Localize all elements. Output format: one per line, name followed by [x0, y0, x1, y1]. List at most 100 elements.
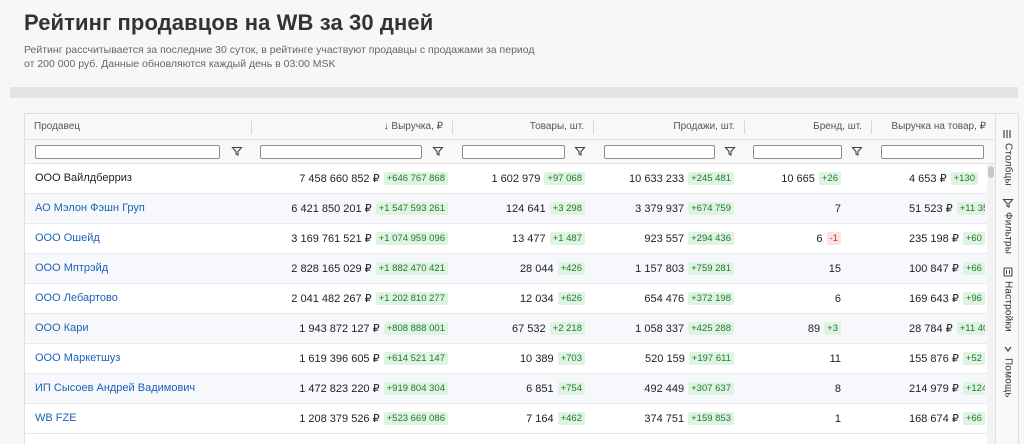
revenue-per-product-cell: 4 653 ₽ +130	[873, 164, 985, 193]
sales-value: 10 633 233	[629, 172, 685, 185]
seller-name-link[interactable]: ООО Маркетшуз	[35, 352, 121, 364]
seller-name-link[interactable]: ИП Сысоев Андрей Вадимович	[35, 382, 196, 394]
products-delta-badge: +97 068	[544, 172, 585, 185]
revenue-per-product-delta-badge: +11 40	[956, 322, 985, 335]
revenue-per-product-delta-badge: +52 1	[962, 352, 985, 365]
sales-value: 3 379 937	[635, 202, 685, 215]
filter-icon[interactable]	[724, 145, 736, 157]
products-value: 12 034	[519, 292, 554, 305]
seller-name-link[interactable]: ООО Кари	[35, 322, 89, 334]
table-row[interactable]: ООО Мптрэйд 2 828 165 029 ₽ +1 882 470 421…	[25, 254, 995, 284]
products-value: 28 044	[519, 262, 554, 275]
products-cell: 12 034 +626	[455, 284, 585, 313]
sales-value: 923 557	[644, 232, 685, 245]
filter-input-revenue[interactable]	[260, 145, 422, 159]
products-cell: 10 389 +703	[455, 344, 585, 373]
filter-input-seller[interactable]	[35, 145, 220, 159]
column-header-revenue[interactable]: ↓ Выручка, ₽	[252, 114, 452, 140]
column-divider[interactable]	[871, 120, 872, 134]
revenue-per-product-value: 155 876 ₽	[909, 353, 959, 365]
revenue-cell: 1 943 872 127 ₽ +808 888 001	[260, 314, 448, 343]
seller-name-link[interactable]: ООО Мптрэйд	[35, 262, 109, 274]
revenue-value: 2 041 482 267 ₽	[291, 293, 372, 305]
table-row[interactable]: ООО Вайлдберриз 7 458 660 852 ₽ +646 767 8…	[25, 164, 995, 194]
sales-delta-badge: +159 853	[688, 412, 734, 425]
column-header-sales[interactable]: Продажи, шт.	[673, 121, 735, 132]
seller-name-link[interactable]: WB FZE	[35, 412, 77, 424]
column-header-revenue-per-product[interactable]: Выручка на товар, ₽	[891, 121, 986, 132]
revenue-delta-badge: +523 669 086	[383, 412, 448, 425]
column-header-revenue-label: Выручка, ₽	[391, 121, 443, 132]
revenue-value: 2 828 165 029 ₽	[291, 263, 372, 275]
sales-cell: 654 476 +372 198	[597, 284, 734, 313]
products-cell: 6 851 +754	[455, 374, 585, 403]
revenue-per-product-value: 169 643 ₽	[909, 293, 959, 305]
table-row[interactable]: ООО Кари 1 943 872 127 ₽ +808 888 001 67 53…	[25, 314, 995, 344]
side-tab-columns[interactable]: Столбцы	[996, 128, 1018, 186]
products-delta-badge: +3 298	[549, 202, 585, 215]
brands-delta-badge: +26	[818, 172, 841, 185]
revenue-per-product-cell: 51 523 ₽+11 35	[873, 194, 985, 223]
seller-name-link[interactable]: АО Мэлон Фэшн Груп	[35, 202, 145, 214]
filter-row	[25, 140, 995, 164]
sort-desc-icon: ↓	[383, 121, 389, 132]
sellers-table: Продавец ↓ Выручка, ₽ Товары, шт. Продаж…	[24, 113, 1019, 444]
filter-input-brands[interactable]	[753, 145, 842, 159]
column-divider[interactable]	[452, 120, 453, 134]
sales-cell: 1 058 337 +425 288	[597, 314, 734, 343]
filter-icon[interactable]	[432, 145, 444, 157]
revenue-cell: 1 472 823 220 ₽ +919 804 304	[260, 374, 448, 403]
sales-value: 1 157 803	[635, 262, 685, 275]
brands-value: 7	[834, 202, 841, 215]
page-description: Рейтинг рассчитывается за последние 30 с…	[24, 44, 535, 70]
seller-name-link[interactable]: ООО Ошейд	[35, 232, 100, 244]
side-tab-label: Фильтры	[1002, 212, 1014, 255]
filter-input-sales[interactable]	[604, 145, 715, 159]
side-tab-help[interactable]: Помощь	[996, 343, 1018, 398]
sales-delta-badge: +197 611	[688, 352, 734, 365]
table-row[interactable]: ИП Сысоев Андрей Вадимович 1 472 823 220 …	[25, 374, 995, 404]
revenue-value: 1 619 396 605 ₽	[299, 353, 380, 365]
brands-cell: 1	[747, 404, 841, 433]
column-divider[interactable]	[593, 120, 594, 134]
table-row[interactable]: АО Мэлон Фэшн Груп 6 421 850 201 ₽ +1 547 …	[25, 194, 995, 224]
filter-icon[interactable]	[851, 145, 863, 157]
products-cell: 7 164 +462	[455, 404, 585, 433]
filter-input-revenue-per-product[interactable]	[881, 145, 984, 159]
column-header-products[interactable]: Товары, шт.	[529, 121, 584, 132]
table-row[interactable]: ООО Лебартово 2 041 482 267 ₽ +1 202 810 2…	[25, 284, 995, 314]
products-value: 1 602 979	[491, 172, 541, 185]
side-tab-filters[interactable]: Фильтры	[996, 197, 1018, 255]
column-divider[interactable]	[744, 120, 745, 134]
revenue-per-product-value: 28 784 ₽	[909, 323, 953, 335]
sales-cell: 1 157 803 +759 281	[597, 254, 734, 283]
filter-input-products[interactable]	[462, 145, 565, 159]
brands-cell: 89 +3	[747, 314, 841, 343]
column-header-brands[interactable]: Бренд, шт.	[813, 121, 862, 132]
table-row[interactable]: ООО Ошейд 3 169 761 521 ₽ +1 074 959 096 13…	[25, 224, 995, 254]
scrollbar-thumb[interactable]	[988, 166, 994, 178]
sales-cell: 923 557 +294 436	[597, 224, 734, 253]
filter-icon[interactable]	[574, 145, 586, 157]
table-row[interactable]: ООО Маркетшуз 1 619 396 605 ₽ +614 521 147…	[25, 344, 995, 374]
table-row[interactable]: WB FZE 1 208 379 526 ₽ +523 669 086 7 164 +4…	[25, 404, 995, 434]
brands-delta-badge: +3	[824, 322, 841, 335]
side-tab-label: Столбцы	[1002, 143, 1014, 186]
revenue-per-product-delta-badge: +130	[950, 172, 978, 185]
seller-name-link[interactable]: ООО Лебартово	[35, 292, 118, 304]
revenue-value: 7 458 660 852 ₽	[299, 173, 380, 185]
side-tab-settings[interactable]: Настройки	[996, 266, 1018, 332]
revenue-cell: 1 208 379 526 ₽ +523 669 086	[260, 404, 448, 433]
revenue-per-product-value: 214 979 ₽	[909, 383, 959, 395]
sales-value: 520 159	[645, 352, 685, 365]
revenue-delta-badge: +646 767 868	[383, 172, 448, 185]
brands-cell: 6	[747, 284, 841, 313]
vertical-scrollbar[interactable]	[987, 164, 995, 444]
brands-delta-badge: -1	[826, 232, 841, 245]
column-divider[interactable]	[251, 120, 252, 134]
revenue-per-product-delta-badge: +124	[962, 382, 985, 395]
column-header-seller[interactable]: Продавец	[34, 121, 80, 132]
revenue-cell: 1 619 396 605 ₽ +614 521 147	[260, 344, 448, 373]
revenue-delta-badge: +1 202 810 277	[375, 292, 448, 305]
filter-icon[interactable]	[231, 145, 243, 157]
